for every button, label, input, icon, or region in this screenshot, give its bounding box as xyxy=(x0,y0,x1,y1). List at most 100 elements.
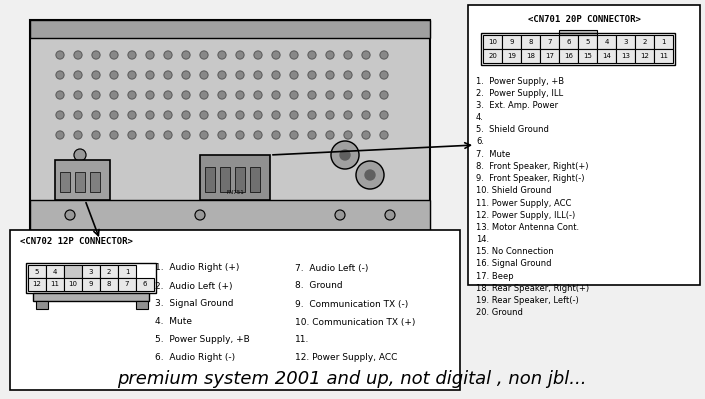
Bar xyxy=(60,172,70,192)
Bar xyxy=(28,265,46,278)
Circle shape xyxy=(92,131,100,139)
Circle shape xyxy=(308,71,316,79)
Text: 15. No Connection: 15. No Connection xyxy=(476,247,553,256)
Bar xyxy=(118,265,136,278)
Circle shape xyxy=(200,51,208,59)
Text: 8.  Front Speaker, Right(+): 8. Front Speaker, Right(+) xyxy=(476,162,589,171)
Text: 10. Shield Ground: 10. Shield Ground xyxy=(476,186,551,195)
Circle shape xyxy=(65,210,75,220)
Bar xyxy=(250,167,260,192)
Text: 8: 8 xyxy=(106,282,111,288)
Circle shape xyxy=(218,51,226,59)
Circle shape xyxy=(290,131,298,139)
Bar xyxy=(220,167,230,192)
Text: 11: 11 xyxy=(659,53,668,59)
Circle shape xyxy=(272,111,280,119)
Text: 3.  Ext. Amp. Power: 3. Ext. Amp. Power xyxy=(476,101,558,110)
Circle shape xyxy=(335,210,345,220)
Bar xyxy=(200,155,270,200)
Circle shape xyxy=(385,210,395,220)
Circle shape xyxy=(92,111,100,119)
Text: 12: 12 xyxy=(32,282,42,288)
Text: 2.  Power Supply, ILL: 2. Power Supply, ILL xyxy=(476,89,563,98)
Circle shape xyxy=(74,71,82,79)
Circle shape xyxy=(272,51,280,59)
Text: 11. Power Supply, ACC: 11. Power Supply, ACC xyxy=(476,198,571,207)
Circle shape xyxy=(344,91,352,99)
Text: 12: 12 xyxy=(640,53,649,59)
Circle shape xyxy=(164,111,172,119)
Circle shape xyxy=(110,91,118,99)
Circle shape xyxy=(146,111,154,119)
Text: 8.  Ground: 8. Ground xyxy=(295,282,343,290)
Circle shape xyxy=(326,71,334,79)
Bar xyxy=(82,265,100,278)
Circle shape xyxy=(182,71,190,79)
Bar xyxy=(616,35,635,49)
Circle shape xyxy=(146,51,154,59)
Circle shape xyxy=(182,111,190,119)
Bar xyxy=(26,263,156,293)
Bar xyxy=(483,49,502,63)
Text: 2: 2 xyxy=(642,39,646,45)
Circle shape xyxy=(344,71,352,79)
Circle shape xyxy=(56,71,64,79)
Text: 9: 9 xyxy=(89,282,93,288)
Text: 18. Rear Speaker, Right(+): 18. Rear Speaker, Right(+) xyxy=(476,284,589,293)
Bar xyxy=(540,49,559,63)
Text: 2: 2 xyxy=(107,269,111,275)
Bar xyxy=(635,49,654,63)
Circle shape xyxy=(254,51,262,59)
Text: premium system 2001 and up, not digital , non jbl...: premium system 2001 and up, not digital … xyxy=(117,370,587,388)
Bar xyxy=(30,200,430,230)
Circle shape xyxy=(182,131,190,139)
Circle shape xyxy=(110,71,118,79)
Bar xyxy=(30,20,430,230)
Circle shape xyxy=(326,131,334,139)
Circle shape xyxy=(254,91,262,99)
Circle shape xyxy=(362,51,370,59)
Text: FN751: FN751 xyxy=(226,190,244,195)
Text: 3: 3 xyxy=(623,39,627,45)
Circle shape xyxy=(164,51,172,59)
Circle shape xyxy=(365,170,375,180)
Text: 10. Communication TX (+): 10. Communication TX (+) xyxy=(295,318,415,326)
Circle shape xyxy=(182,91,190,99)
Text: 1: 1 xyxy=(661,39,666,45)
Text: 6.: 6. xyxy=(476,138,484,146)
Bar xyxy=(597,35,616,49)
Circle shape xyxy=(218,71,226,79)
Text: 13: 13 xyxy=(621,53,630,59)
Circle shape xyxy=(200,71,208,79)
Text: 6.  Audio Right (-): 6. Audio Right (-) xyxy=(155,354,235,363)
Text: 12. Power Supply, ILL(-): 12. Power Supply, ILL(-) xyxy=(476,211,575,220)
Circle shape xyxy=(128,131,136,139)
Circle shape xyxy=(308,131,316,139)
Text: 1.  Audio Right (+): 1. Audio Right (+) xyxy=(155,263,240,273)
Circle shape xyxy=(74,111,82,119)
Circle shape xyxy=(362,131,370,139)
Circle shape xyxy=(290,71,298,79)
Bar xyxy=(136,278,154,291)
Bar xyxy=(205,167,215,192)
Text: 20: 20 xyxy=(488,53,497,59)
Text: 5.  Power Supply, +B: 5. Power Supply, +B xyxy=(155,336,250,344)
Circle shape xyxy=(164,71,172,79)
Circle shape xyxy=(254,71,262,79)
Circle shape xyxy=(254,111,262,119)
Text: 7.  Audio Left (-): 7. Audio Left (-) xyxy=(295,263,369,273)
Text: 7.  Mute: 7. Mute xyxy=(476,150,510,159)
Bar xyxy=(90,172,100,192)
Circle shape xyxy=(356,161,384,189)
Circle shape xyxy=(290,111,298,119)
Circle shape xyxy=(344,51,352,59)
Circle shape xyxy=(362,71,370,79)
Circle shape xyxy=(92,91,100,99)
Bar xyxy=(64,265,82,278)
Bar xyxy=(64,278,82,291)
Text: 9.  Communication TX (-): 9. Communication TX (-) xyxy=(295,300,408,308)
Circle shape xyxy=(308,51,316,59)
Circle shape xyxy=(362,91,370,99)
Text: 19. Rear Speaker, Left(-): 19. Rear Speaker, Left(-) xyxy=(476,296,579,305)
Circle shape xyxy=(56,131,64,139)
